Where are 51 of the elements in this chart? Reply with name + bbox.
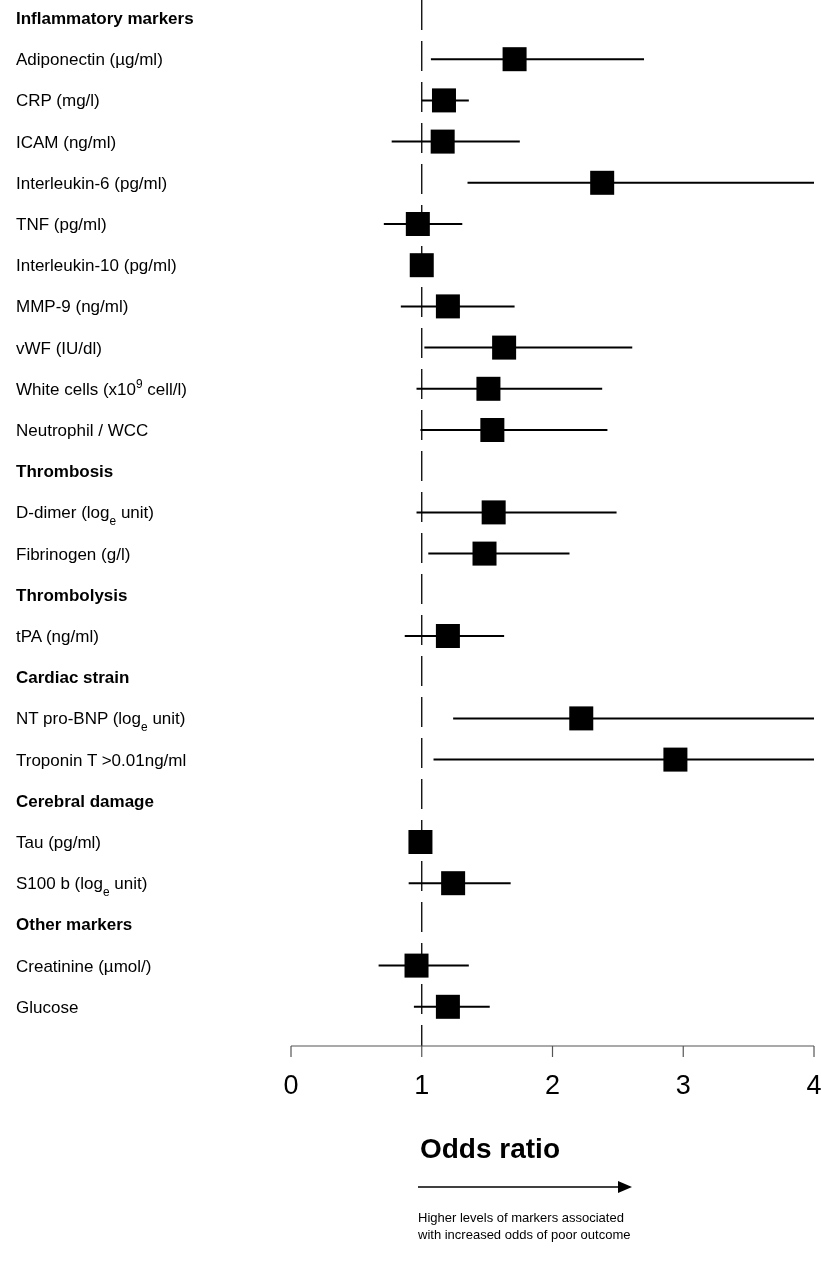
point — [431, 88, 456, 113]
y-tick-label: Tau (pg/ml) — [16, 833, 102, 852]
y-tick-label: Interleukin-10 (pg/ml) — [16, 256, 177, 276]
y-tick-label: Other markers — [16, 915, 133, 935]
point — [435, 294, 460, 319]
point — [480, 418, 505, 442]
point — [441, 871, 466, 896]
y-tick-label: MMP-9 (ng/ml) — [16, 297, 129, 317]
point — [435, 624, 460, 648]
point — [481, 500, 506, 525]
y-tick-label: Creatinine (µmol/) — [16, 956, 152, 976]
y-tick-label: Thrombolysis — [16, 585, 128, 605]
y-tick-label: Adiponectin (µg/ml) — [16, 50, 163, 70]
x-tick-label: 3 — [675, 1070, 691, 1100]
y-tick-label: Fibrinogen (g/l) — [16, 544, 131, 564]
x-tick-label: 2 — [544, 1070, 561, 1100]
y-tick-label: Neutrophil / WCC — [16, 421, 149, 440]
y-tick-label: vWF (IU/dl) — [16, 338, 102, 358]
text: Higher levels of markers associated with increased odds of poor outcome — [417, 1210, 631, 1242]
point — [435, 994, 460, 1019]
x-tick-label: 0 — [283, 1070, 299, 1100]
y-tick-label: Interleukin-6 (pg/ml) — [16, 173, 168, 193]
y-tick-label: Glucose — [16, 997, 79, 1017]
y-tick-label: Cardiac strain — [16, 668, 130, 688]
y-tick-label: ICAM (ng/ml) — [16, 132, 117, 152]
y-tick-label: Troponin T >0.01ng/ml — [16, 750, 187, 770]
point — [405, 212, 430, 236]
y-tick-label: Cerebral damage — [16, 791, 154, 811]
y-tick-label: Thrombosis — [16, 462, 114, 482]
y-tick-label: White cells (x10$^{9}$ cell/l) — [16, 376, 188, 399]
x-tick-label: 1 — [414, 1070, 430, 1100]
point — [408, 830, 433, 854]
point — [476, 376, 501, 401]
y-tick-label: S100 b (log$_{e}$ unit) — [16, 874, 148, 900]
y-tick-label: tPA (ng/ml) — [16, 627, 99, 646]
point — [409, 253, 434, 278]
y-tick-label: Inflammatory markers — [16, 9, 194, 28]
point — [663, 747, 688, 772]
x-tick-label: 4 — [806, 1070, 822, 1100]
point — [502, 47, 527, 72]
point — [569, 706, 594, 731]
point — [590, 170, 615, 195]
point — [430, 129, 455, 154]
x-axis-title: Odds ratio — [419, 1133, 561, 1164]
y-tick-label: TNF (pg/ml) — [16, 215, 107, 234]
point — [492, 335, 517, 360]
point — [472, 541, 497, 566]
y-tick-label: NT pro-BNP (log$_{e}$ unit) — [16, 709, 186, 735]
point — [404, 953, 429, 978]
y-tick-label: D-dimer (log$_{e}$ unit) — [16, 503, 154, 529]
y-tick-label: CRP (mg/l) — [16, 91, 100, 111]
